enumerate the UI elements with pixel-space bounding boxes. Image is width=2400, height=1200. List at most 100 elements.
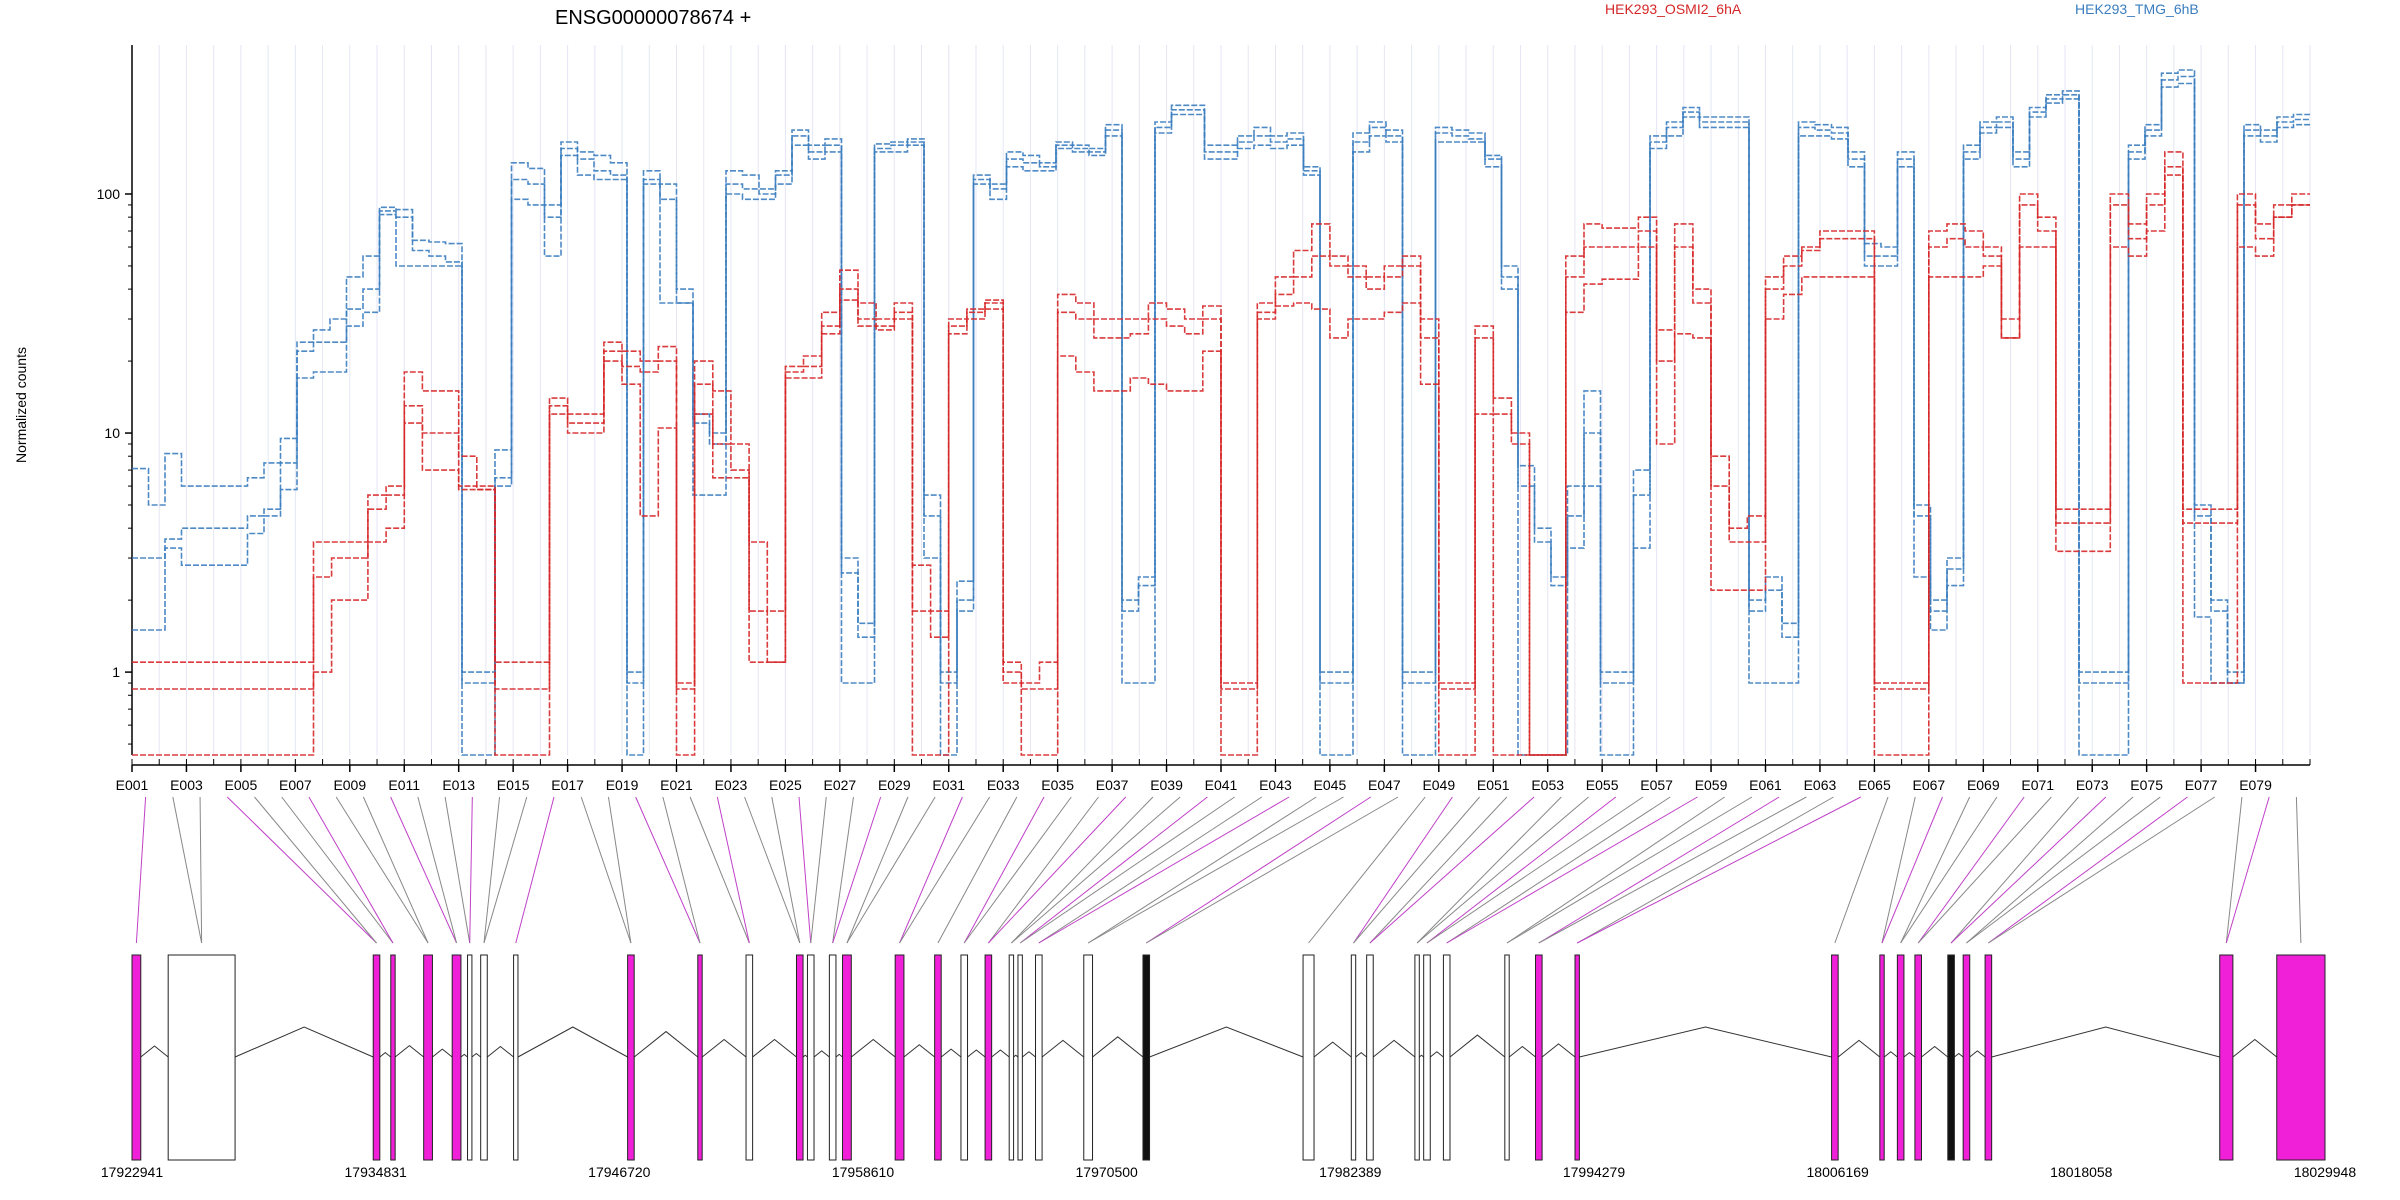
- gene-model: [131, 954, 2326, 1161]
- exon-connector: [937, 796, 1018, 944]
- exon-block: [960, 954, 969, 1161]
- intron-connector: [1954, 1052, 1964, 1058]
- genomic-coordinate-axis: 17922941 17934831 17946720 17958610 17970500…: [101, 1164, 2357, 1180]
- y-tick-label: 1: [112, 664, 120, 680]
- intron-connector: [1022, 1051, 1036, 1058]
- exon-connector: [963, 796, 1072, 944]
- exon-connector: [1416, 796, 1589, 944]
- exon-label: E001: [116, 777, 149, 793]
- intron-connector: [1883, 1051, 1898, 1058]
- intron-connector: [1313, 1041, 1352, 1058]
- intron-connector: [460, 1053, 468, 1058]
- intron-connector: [1921, 1045, 1949, 1058]
- genomic-tick-label: 17922941: [101, 1164, 164, 1180]
- exon-block: [131, 954, 142, 1161]
- exon-label: E005: [225, 777, 258, 793]
- intron-connector: [471, 1052, 481, 1058]
- intron-connector: [2232, 1038, 2278, 1058]
- exon-connector: [199, 796, 203, 944]
- exon-connector: [1950, 796, 2107, 944]
- intron-connector: [940, 1048, 962, 1058]
- exon-block: [451, 954, 462, 1161]
- exon-connector: [1988, 796, 2215, 944]
- exon-connector: [1538, 796, 1807, 944]
- exon-block: [1914, 954, 1922, 1161]
- exon-connector: [1506, 796, 1753, 944]
- exon-connector-lines: [135, 796, 2302, 944]
- series-line-HEK293_OSMI2_6hA: [132, 166, 2310, 756]
- exon-connector: [635, 796, 701, 944]
- intron-connector: [1041, 1039, 1085, 1058]
- exon-connector: [1416, 796, 1562, 944]
- exon-connector: [483, 796, 501, 944]
- intron-connector: [1903, 1051, 1916, 1058]
- exon-block: [1442, 954, 1451, 1161]
- y-axis: 1 10 100: [97, 45, 133, 755]
- exon-connector: [308, 796, 394, 944]
- exon-connector: [417, 796, 458, 944]
- exon-block: [828, 954, 837, 1161]
- exon-connector: [1917, 796, 2052, 944]
- intron-connector: [1991, 1026, 2220, 1058]
- exon-block: [1035, 954, 1043, 1161]
- genomic-tick-label: 17934831: [345, 1164, 408, 1180]
- exon-connector: [1426, 796, 1644, 944]
- exon-connector: [716, 796, 750, 944]
- intron-connector: [1449, 1034, 1506, 1058]
- exon-connector: [1011, 796, 1154, 944]
- exon-label: E071: [2021, 777, 2054, 793]
- exon-connector: [362, 796, 429, 944]
- exon-block: [372, 954, 381, 1161]
- intron-connector: [1013, 1054, 1019, 1058]
- exon-label: E055: [1586, 777, 1619, 793]
- exon-connector: [1353, 796, 1453, 944]
- intron-connector: [394, 1044, 424, 1058]
- exon-connector: [1576, 796, 1834, 944]
- exon-connector: [483, 796, 528, 944]
- exon-label: E069: [1967, 777, 2000, 793]
- exon-label: E053: [1531, 777, 1564, 793]
- exon-connector: [1966, 796, 2161, 944]
- exon-connector: [515, 796, 555, 944]
- intron-connector: [1372, 1039, 1416, 1058]
- exon-label: E009: [333, 777, 366, 793]
- exon-connector: [281, 796, 394, 944]
- exon-block: [1574, 954, 1580, 1161]
- intron-connector: [991, 1049, 1010, 1058]
- exon-label: E075: [2130, 777, 2163, 793]
- exon-connector: [689, 796, 750, 944]
- exon-block: [795, 954, 804, 1161]
- genomic-tick-label: 18018058: [2050, 1164, 2113, 1180]
- intron-connector: [379, 1051, 392, 1058]
- exon-connector: [1308, 796, 1426, 944]
- exon-label: E013: [442, 777, 475, 793]
- exon-connector: [1426, 796, 1617, 944]
- exon-connector: [1966, 796, 2134, 944]
- exon-block: [1366, 954, 1374, 1161]
- intron-connector: [813, 1050, 830, 1058]
- exon-block: [1962, 954, 1971, 1161]
- exon-connector: [771, 796, 801, 944]
- exon-connector: [1019, 796, 1235, 944]
- exon-connector: [899, 796, 963, 944]
- intron-connector: [1837, 1039, 1881, 1058]
- intron-connector: [140, 1045, 169, 1058]
- exon-block: [513, 954, 519, 1161]
- exon-label: E067: [1912, 777, 1945, 793]
- exon-connector: [2225, 796, 2270, 944]
- exon-label: E059: [1695, 777, 1728, 793]
- chart-title: ENSG00000078674 +: [555, 7, 751, 29]
- exon-label: E027: [823, 777, 856, 793]
- exon-connector: [226, 796, 377, 944]
- exon-block: [1535, 954, 1543, 1161]
- exon-connector: [744, 796, 801, 944]
- exon-connector: [1900, 796, 1998, 944]
- exon-label: E035: [1041, 777, 1074, 793]
- exon-block: [167, 954, 236, 1161]
- legend-label-osmi2: HEK293_OSMI2_6hA: [1605, 1, 1742, 17]
- exon-block: [697, 954, 703, 1161]
- exon-connector: [580, 796, 632, 944]
- series-line-HEK293_TMG_6hB: [132, 82, 2310, 756]
- exon-connector: [1988, 796, 2188, 944]
